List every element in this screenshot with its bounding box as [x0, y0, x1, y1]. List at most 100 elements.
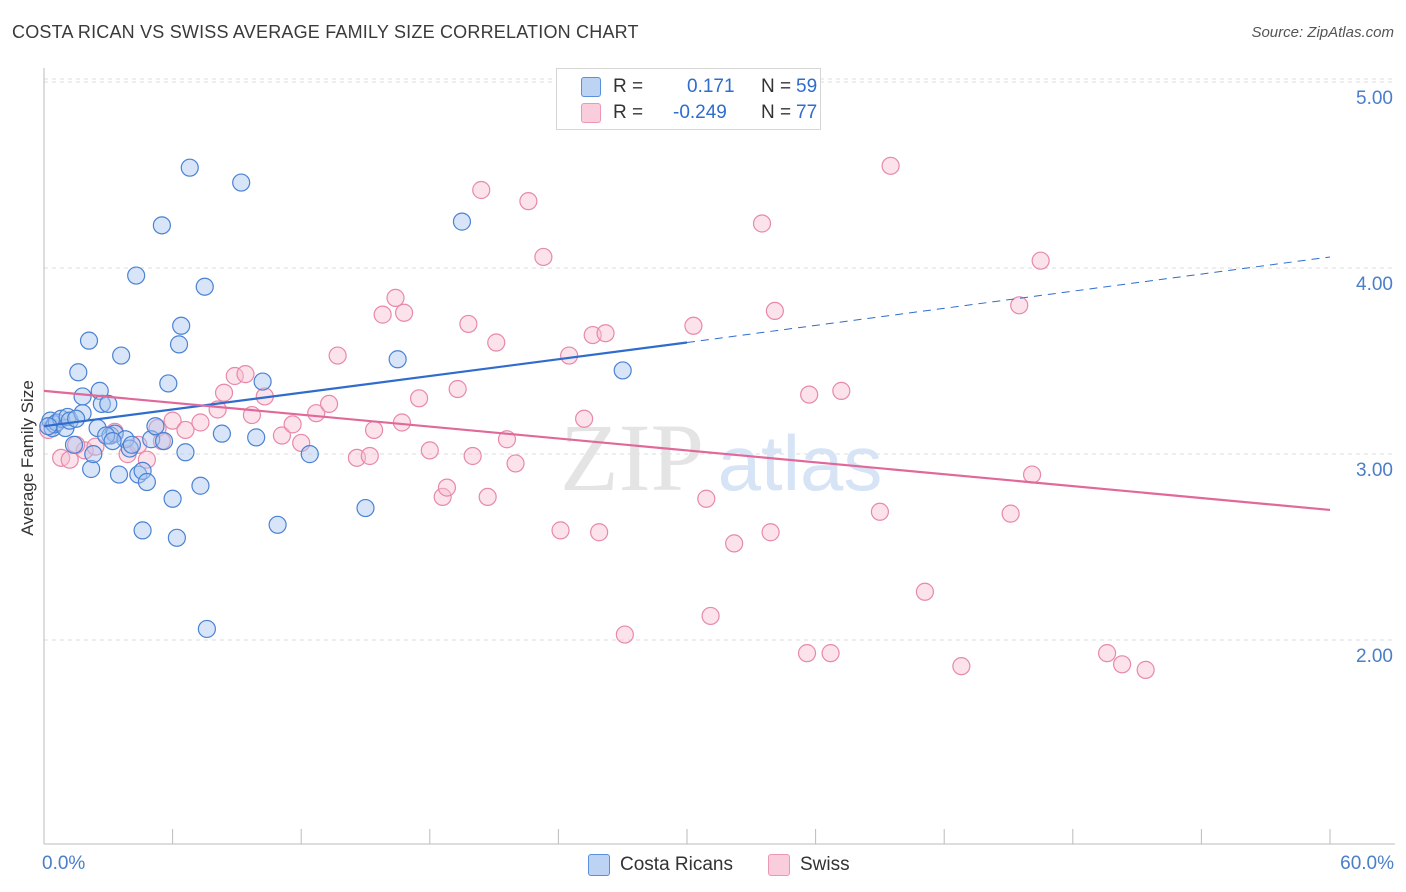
swiss-point: [590, 523, 609, 542]
legend-n-label: N =: [761, 76, 792, 97]
costa-rican-point: [191, 476, 210, 495]
swiss-point: [437, 478, 457, 497]
costa-rican-point: [452, 212, 472, 231]
swiss-point: [373, 305, 392, 324]
swiss-point: [800, 385, 819, 404]
legend-swatch-blue: [581, 77, 601, 97]
y-tick-label: 5.00: [1356, 88, 1393, 109]
swiss-point: [478, 487, 497, 506]
costa-rican-point: [84, 445, 103, 464]
axes: [43, 68, 1395, 845]
y-tick-label: 4.00: [1356, 274, 1393, 295]
costa-rican-point: [82, 459, 101, 479]
swiss-point: [1022, 465, 1042, 484]
swiss-point: [821, 644, 840, 663]
swiss-point: [214, 383, 234, 402]
swiss-point: [319, 394, 339, 413]
swiss-point: [1010, 296, 1029, 315]
costa-rican-trendline-extension: [686, 256, 1331, 344]
swiss-point: [952, 657, 971, 676]
swiss-point: [915, 582, 935, 601]
costa-rican-point: [133, 461, 152, 480]
legend-swatch-pink: [581, 103, 601, 123]
swiss-point: [137, 450, 156, 469]
swiss-point: [870, 502, 890, 521]
swiss-point: [560, 346, 579, 365]
legend-r-value: -0.249: [673, 102, 727, 123]
swiss-point: [534, 247, 553, 267]
legend-r-label: R =: [613, 102, 644, 123]
watermark: ZIP atlas: [560, 404, 882, 511]
y-tick-label: 3.00: [1356, 460, 1393, 481]
costa-rican-point: [253, 372, 272, 391]
legend-n-label: N =: [761, 102, 792, 123]
swiss-point: [487, 333, 506, 352]
costa-rican-point: [133, 521, 152, 540]
legend-label: Swiss: [800, 854, 850, 875]
costa-rican-point: [64, 435, 84, 454]
swiss-point: [328, 346, 347, 365]
costa-rican-point: [172, 316, 191, 335]
swiss-point: [519, 192, 538, 211]
swiss-point: [701, 606, 720, 626]
costa-rican-point: [152, 216, 171, 235]
swiss-point: [463, 446, 482, 466]
swiss-point: [832, 381, 851, 400]
swiss-point: [86, 437, 105, 456]
costa-rican-point: [167, 528, 186, 547]
swiss-point: [1097, 644, 1117, 663]
swiss-point: [1001, 504, 1020, 523]
x-tick-label: 0.0%: [42, 853, 85, 874]
legend-swatch-pink: [768, 854, 790, 876]
swiss-point: [433, 487, 452, 506]
costa-rican-point: [109, 465, 129, 484]
gridlines: [44, 78, 1395, 641]
legend-r-value: 0.171: [687, 76, 735, 97]
costa-rican-point: [176, 443, 195, 462]
swiss-point: [1136, 660, 1155, 679]
swiss-point: [236, 365, 255, 384]
swiss-point: [684, 316, 703, 335]
costa-rican-points: [39, 158, 632, 639]
costa-rican-point: [247, 428, 266, 447]
swiss-point: [283, 415, 302, 434]
tick-labels: 2.00 3.00 4.00 5.00 0.0% 60.0%: [42, 88, 1394, 874]
costa-rican-point: [99, 394, 118, 413]
swiss-point: [881, 156, 900, 175]
costa-rican-point: [69, 363, 88, 382]
costa-rican-point: [300, 445, 319, 464]
swiss-point: [575, 409, 594, 428]
trendlines: [43, 256, 1331, 512]
costa-rican-point: [197, 619, 216, 639]
swiss-point: [360, 446, 379, 466]
correlation-legend: R = 0.171 N = 59 R = -0.249 N = 77: [556, 68, 821, 130]
costa-rican-point: [146, 417, 165, 436]
costa-rican-point: [268, 515, 287, 534]
swiss-point: [163, 411, 182, 430]
swiss-point: [394, 303, 414, 322]
swiss-point: [472, 180, 491, 200]
swiss-point: [725, 534, 744, 553]
costa-rican-point: [159, 374, 178, 393]
costa-rican-point: [169, 335, 189, 354]
swiss-point: [1112, 655, 1132, 674]
source-label: Source: ZipAtlas.com: [1251, 24, 1394, 41]
legend-r-label: R =: [613, 76, 644, 97]
costa-rican-point: [613, 361, 632, 380]
legend-n-value: 77: [796, 102, 818, 123]
watermark-atlas: atlas: [718, 419, 883, 507]
legend-n-value: 59: [796, 76, 818, 97]
costa-rican-point: [73, 387, 92, 406]
legend-label: Costa Ricans: [620, 854, 733, 875]
swiss-point: [386, 288, 405, 307]
legend-swatch-blue: [588, 854, 610, 876]
swiss-point: [1031, 251, 1050, 270]
costa-rican-point: [103, 432, 122, 451]
swiss-point: [176, 420, 195, 440]
swiss-point: [459, 314, 478, 334]
costa-rican-trendline: [43, 341, 688, 428]
swiss-point: [752, 214, 772, 233]
costa-rican-point: [122, 435, 141, 454]
swiss-point: [364, 420, 384, 440]
